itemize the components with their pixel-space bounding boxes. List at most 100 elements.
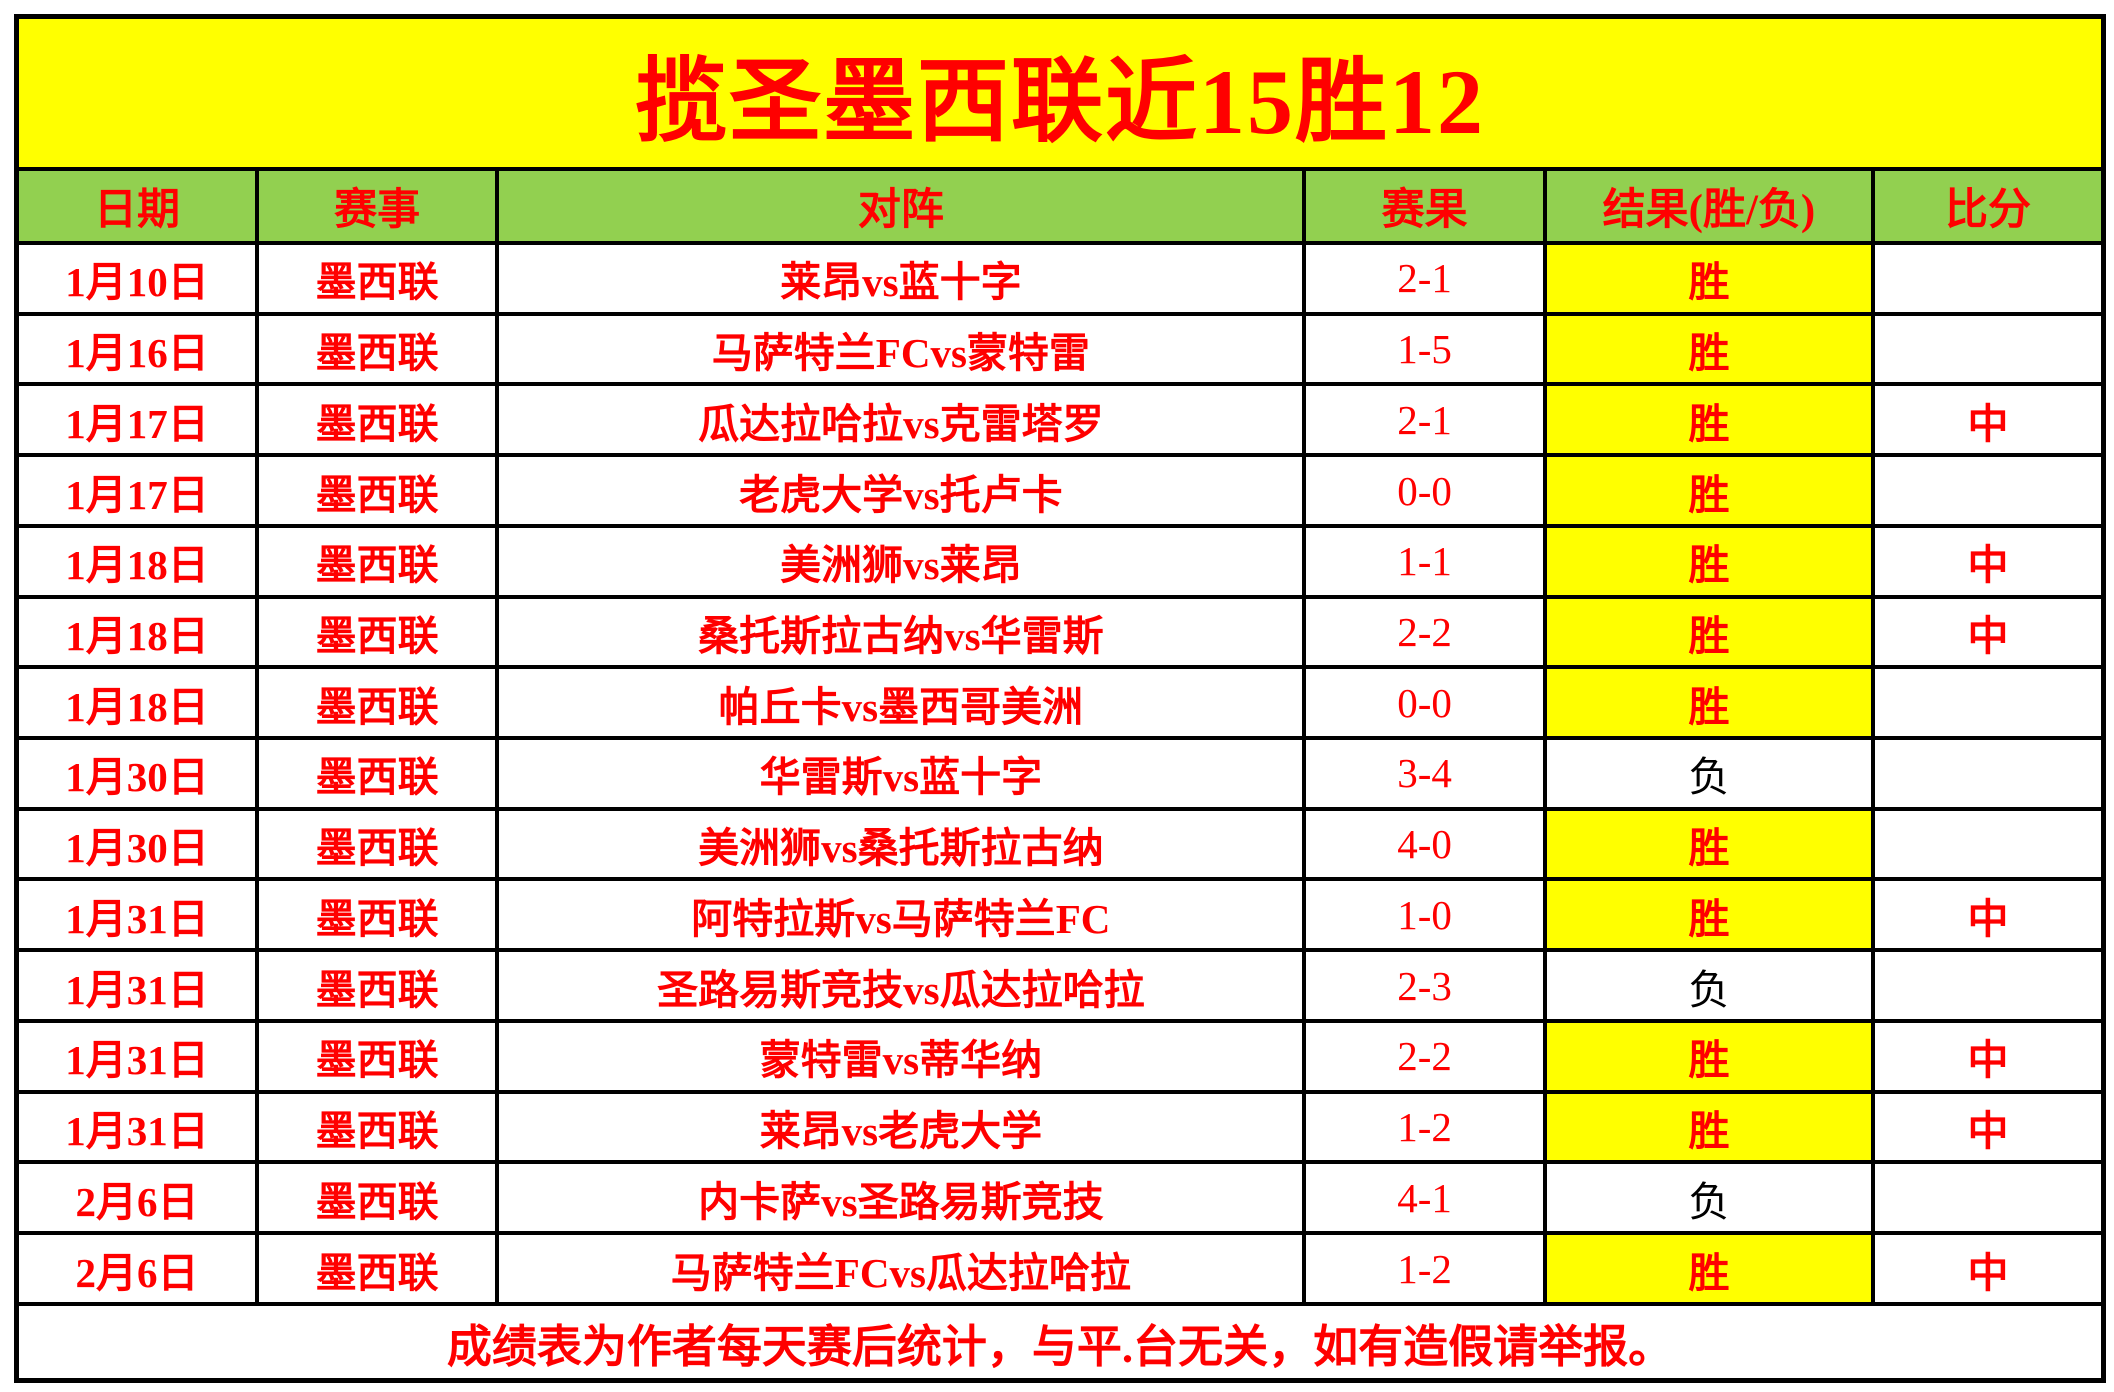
match-cell: 老虎大学vs托卢卡 <box>495 453 1307 528</box>
hit-cell <box>1871 241 2106 316</box>
result-cell: 胜 <box>1542 1089 1876 1165</box>
league-cell: 墨西联 <box>254 806 500 882</box>
page-title: 揽圣墨西联近15胜12 <box>14 14 2106 171</box>
league-cell: 墨西联 <box>254 736 500 811</box>
match-cell: 马萨特兰FCvs蒙特雷 <box>495 311 1307 387</box>
table-row: 1月17日 墨西联 瓜达拉哈拉vs克雷塔罗 2-1 胜中 <box>14 382 2106 458</box>
table-row: 1月18日 墨西联 美洲狮vs莱昂 1-1 胜中 <box>14 523 2106 599</box>
score-cell: 4-0 <box>1302 806 1547 882</box>
column-header-match: 对阵 <box>495 167 1307 245</box>
column-header-hit: 比分 <box>1871 167 2106 245</box>
league-cell: 墨西联 <box>254 311 500 387</box>
table-body: 1月10日 墨西联 莱昂vs蓝十字 2-1 胜 1月16日 墨西联 马萨特兰FCvs蒙特雷 1-… <box>14 241 2106 1306</box>
table-row: 1月18日 墨西联 帕丘卡vs墨西哥美洲 0-0 胜 <box>14 665 2106 741</box>
score-cell: 2-2 <box>1302 594 1547 670</box>
date-cell: 1月31日 <box>14 1089 259 1165</box>
result-cell: 胜 <box>1542 523 1876 599</box>
score-cell: 2-1 <box>1302 241 1547 316</box>
table-row: 1月31日 墨西联 圣路易斯竞技vs瓜达拉哈拉 2-3 负 <box>14 948 2106 1023</box>
league-cell: 墨西联 <box>254 382 500 458</box>
match-cell: 华雷斯vs蓝十字 <box>495 736 1307 811</box>
league-cell: 墨西联 <box>254 1160 500 1236</box>
result-cell: 胜 <box>1542 594 1876 670</box>
date-cell: 1月31日 <box>14 948 259 1023</box>
score-cell: 1-1 <box>1302 523 1547 599</box>
match-cell: 美洲狮vs莱昂 <box>495 523 1307 599</box>
result-cell: 胜 <box>1542 1018 1876 1094</box>
hit-cell <box>1871 665 2106 741</box>
date-cell: 1月17日 <box>14 453 259 528</box>
result-cell: 胜 <box>1542 382 1876 458</box>
score-cell: 1-2 <box>1302 1231 1547 1306</box>
match-cell: 内卡萨vs圣路易斯竞技 <box>495 1160 1307 1236</box>
result-cell: 胜 <box>1542 665 1876 741</box>
hit-cell <box>1871 948 2106 1023</box>
result-cell: 胜 <box>1542 806 1876 882</box>
score-cell: 4-1 <box>1302 1160 1547 1236</box>
match-cell: 蒙特雷vs蒂华纳 <box>495 1018 1307 1094</box>
table-row: 1月30日 墨西联 美洲狮vs桑托斯拉古纳 4-0 胜 <box>14 806 2106 882</box>
results-table: 揽圣墨西联近15胜12 日期 赛事 对阵 赛果 结果(胜/负) 比分 1月10日… <box>14 14 2106 1383</box>
date-cell: 1月18日 <box>14 594 259 670</box>
table-row: 1月18日 墨西联 桑托斯拉古纳vs华雷斯 2-2 胜中 <box>14 594 2106 670</box>
result-cell: 胜 <box>1542 1231 1876 1306</box>
score-cell: 2-2 <box>1302 1018 1547 1094</box>
match-cell: 圣路易斯竞技vs瓜达拉哈拉 <box>495 948 1307 1023</box>
hit-cell <box>1871 736 2106 811</box>
hit-cell: 中 <box>1871 594 2106 670</box>
result-cell: 负 <box>1542 736 1876 811</box>
match-cell: 马萨特兰FCvs瓜达拉哈拉 <box>495 1231 1307 1306</box>
date-cell: 2月6日 <box>14 1160 259 1236</box>
league-cell: 墨西联 <box>254 948 500 1023</box>
league-cell: 墨西联 <box>254 877 500 953</box>
score-cell: 3-4 <box>1302 736 1547 811</box>
header-row: 日期 赛事 对阵 赛果 结果(胜/负) 比分 <box>14 167 2106 245</box>
column-header-league: 赛事 <box>254 167 500 245</box>
league-cell: 墨西联 <box>254 453 500 528</box>
hit-cell <box>1871 311 2106 387</box>
date-cell: 1月30日 <box>14 806 259 882</box>
hit-cell <box>1871 453 2106 528</box>
date-cell: 1月31日 <box>14 1018 259 1094</box>
table-row: 1月16日 墨西联 马萨特兰FCvs蒙特雷 1-5 胜 <box>14 311 2106 387</box>
league-cell: 墨西联 <box>254 1089 500 1165</box>
result-cell: 负 <box>1542 948 1876 1023</box>
table-row: 2月6日 墨西联 内卡萨vs圣路易斯竞技 4-1 负 <box>14 1160 2106 1236</box>
match-cell: 美洲狮vs桑托斯拉古纳 <box>495 806 1307 882</box>
table-row: 1月17日 墨西联 老虎大学vs托卢卡 0-0 胜 <box>14 453 2106 528</box>
date-cell: 1月10日 <box>14 241 259 316</box>
title-row: 揽圣墨西联近15胜12 <box>14 14 2106 171</box>
score-cell: 0-0 <box>1302 665 1547 741</box>
league-cell: 墨西联 <box>254 241 500 316</box>
column-header-result: 结果(胜/负) <box>1542 167 1876 245</box>
result-cell: 负 <box>1542 1160 1876 1236</box>
result-cell: 胜 <box>1542 877 1876 953</box>
league-cell: 墨西联 <box>254 594 500 670</box>
footer-row: 成绩表为作者每天赛后统计，与平.台无关，如有造假请举报。 <box>14 1302 2106 1383</box>
table-row: 1月31日 墨西联 莱昂vs老虎大学 1-2 胜中 <box>14 1089 2106 1165</box>
table-footer: 成绩表为作者每天赛后统计，与平.台无关，如有造假请举报。 <box>14 1302 2106 1383</box>
date-cell: 1月18日 <box>14 665 259 741</box>
date-cell: 1月31日 <box>14 877 259 953</box>
league-cell: 墨西联 <box>254 665 500 741</box>
score-cell: 1-5 <box>1302 311 1547 387</box>
column-header-date: 日期 <box>14 167 259 245</box>
match-cell: 阿特拉斯vs马萨特兰FC <box>495 877 1307 953</box>
league-cell: 墨西联 <box>254 1018 500 1094</box>
match-cell: 帕丘卡vs墨西哥美洲 <box>495 665 1307 741</box>
hit-cell: 中 <box>1871 1231 2106 1306</box>
hit-cell: 中 <box>1871 1089 2106 1165</box>
hit-cell: 中 <box>1871 1018 2106 1094</box>
hit-cell <box>1871 806 2106 882</box>
match-cell: 莱昂vs蓝十字 <box>495 241 1307 316</box>
table-row: 1月31日 墨西联 阿特拉斯vs马萨特兰FC 1-0 胜中 <box>14 877 2106 953</box>
date-cell: 2月6日 <box>14 1231 259 1306</box>
date-cell: 1月18日 <box>14 523 259 599</box>
table-row: 2月6日 墨西联 马萨特兰FCvs瓜达拉哈拉 1-2 胜中 <box>14 1231 2106 1306</box>
hit-cell <box>1871 1160 2106 1236</box>
result-cell: 胜 <box>1542 241 1876 316</box>
table-row: 1月31日 墨西联 蒙特雷vs蒂华纳 2-2 胜中 <box>14 1018 2106 1094</box>
match-cell: 桑托斯拉古纳vs华雷斯 <box>495 594 1307 670</box>
score-cell: 1-0 <box>1302 877 1547 953</box>
